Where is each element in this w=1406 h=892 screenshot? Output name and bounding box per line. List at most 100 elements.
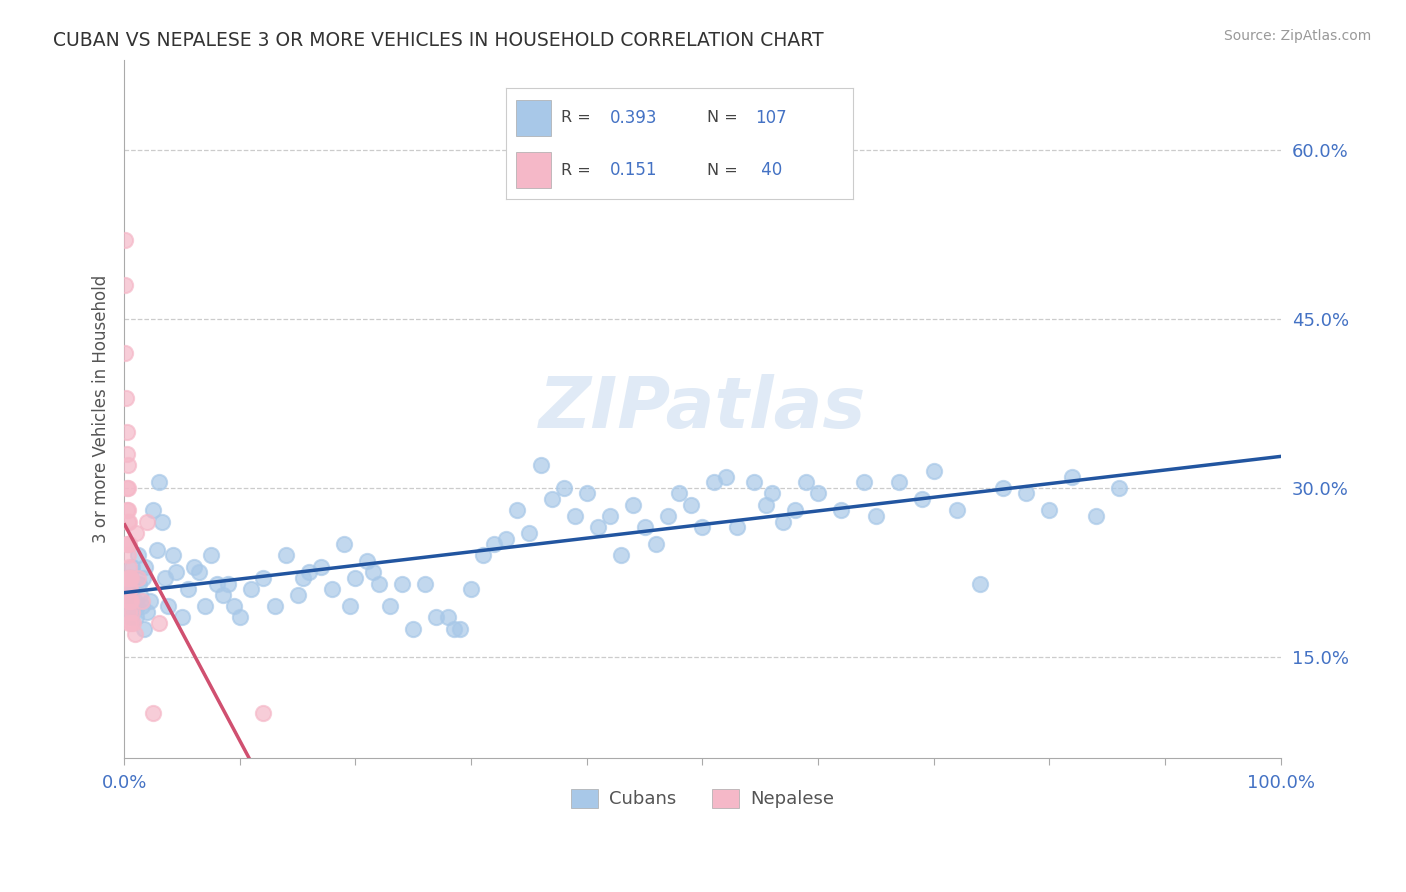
Point	[118, 593, 141, 607]
Point	[194, 599, 217, 614]
Point	[292, 571, 315, 585]
Point	[115, 481, 138, 495]
Point	[425, 610, 447, 624]
Point	[969, 576, 991, 591]
Point	[114, 345, 136, 359]
Point	[755, 498, 778, 512]
Point	[118, 559, 141, 574]
Point	[887, 475, 910, 490]
Point	[138, 593, 160, 607]
Point	[344, 571, 367, 585]
Point	[449, 622, 471, 636]
Point	[132, 571, 155, 585]
Point	[1038, 503, 1060, 517]
Point	[517, 525, 540, 540]
Point	[333, 537, 356, 551]
Point	[136, 515, 159, 529]
Point	[309, 559, 332, 574]
Point	[118, 582, 141, 597]
Point	[222, 599, 245, 614]
Point	[120, 616, 142, 631]
Point	[122, 616, 145, 631]
Point	[761, 486, 783, 500]
Point	[114, 233, 136, 247]
Point	[541, 492, 564, 507]
Point	[117, 549, 139, 563]
Point	[1108, 481, 1130, 495]
Text: ZIPatlas: ZIPatlas	[538, 375, 866, 443]
Point	[125, 610, 148, 624]
Point	[183, 559, 205, 574]
Point	[252, 571, 274, 585]
Point	[157, 599, 180, 614]
Point	[229, 610, 252, 624]
Point	[274, 549, 297, 563]
Point	[118, 571, 141, 585]
Point	[118, 571, 141, 585]
Point	[240, 582, 263, 597]
Point	[117, 593, 139, 607]
Point	[124, 627, 146, 641]
Point	[772, 515, 794, 529]
Point	[129, 588, 152, 602]
Point	[853, 475, 876, 490]
Point	[679, 498, 702, 512]
Point	[367, 576, 389, 591]
Point	[131, 593, 153, 607]
Point	[588, 520, 610, 534]
Point	[122, 582, 145, 597]
Point	[1084, 509, 1107, 524]
Legend: Cubans, Nepalese: Cubans, Nepalese	[564, 782, 841, 815]
Point	[287, 588, 309, 602]
Point	[120, 610, 142, 624]
Point	[946, 503, 969, 517]
Point	[125, 525, 148, 540]
Point	[118, 616, 141, 631]
Point	[117, 481, 139, 495]
Point	[124, 593, 146, 607]
Point	[132, 622, 155, 636]
Point	[117, 458, 139, 473]
Point	[165, 566, 187, 580]
Point	[796, 475, 818, 490]
Point	[170, 610, 193, 624]
Point	[807, 486, 830, 500]
Point	[356, 554, 378, 568]
Point	[115, 391, 138, 405]
Point	[657, 509, 679, 524]
Point	[599, 509, 621, 524]
Point	[402, 622, 425, 636]
Point	[830, 503, 852, 517]
Point	[148, 616, 170, 631]
Point	[115, 537, 138, 551]
Point	[252, 706, 274, 721]
Point	[142, 503, 165, 517]
Point	[125, 599, 148, 614]
Point	[118, 571, 141, 585]
Point	[217, 576, 239, 591]
Point	[134, 559, 156, 574]
Text: Source: ZipAtlas.com: Source: ZipAtlas.com	[1223, 29, 1371, 43]
Point	[991, 481, 1014, 495]
Y-axis label: 3 or more Vehicles in Household: 3 or more Vehicles in Household	[93, 275, 110, 543]
Point	[495, 532, 517, 546]
Point	[131, 599, 153, 614]
Point	[621, 498, 644, 512]
Point	[783, 503, 806, 517]
Point	[145, 542, 167, 557]
Point	[361, 566, 384, 580]
Point	[127, 571, 149, 585]
Point	[610, 549, 633, 563]
Point	[437, 610, 460, 624]
Point	[339, 599, 361, 614]
Point	[633, 520, 655, 534]
Point	[380, 599, 402, 614]
Point	[121, 605, 143, 619]
Point	[321, 582, 343, 597]
Point	[117, 537, 139, 551]
Point	[115, 425, 138, 439]
Point	[115, 447, 138, 461]
Point	[484, 537, 506, 551]
Text: CUBAN VS NEPALESE 3 OR MORE VEHICLES IN HOUSEHOLD CORRELATION CHART: CUBAN VS NEPALESE 3 OR MORE VEHICLES IN …	[53, 31, 824, 50]
Point	[150, 515, 173, 529]
